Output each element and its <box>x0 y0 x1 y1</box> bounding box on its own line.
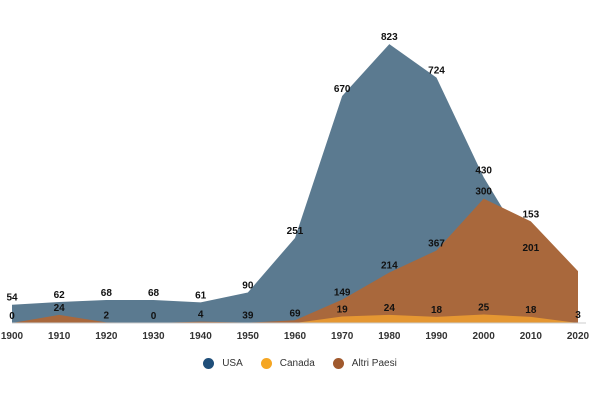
area-canada[interactable] <box>12 314 578 323</box>
legend-item-altri-paesi[interactable]: Altri Paesi <box>332 358 397 369</box>
area-altri-paesi[interactable] <box>12 198 578 323</box>
data-label-altri-paesi-2010: 153 <box>522 209 539 220</box>
data-label-usa-1960: 251 <box>287 226 304 237</box>
data-label-altri-paesi-1960: 69 <box>289 308 301 319</box>
data-label-altri-paesi-1930: 0 <box>151 311 157 322</box>
x-tick-1940: 1940 <box>190 331 213 342</box>
data-label-usa-2000: 430 <box>475 165 492 176</box>
data-label-canada-1980: 24 <box>384 303 396 314</box>
data-label-altri-paesi-1950: 39 <box>242 311 254 322</box>
data-label-usa-2010: 201 <box>522 243 539 254</box>
x-tick-1970: 1970 <box>331 331 354 342</box>
data-label-canada-1990: 18 <box>431 305 443 316</box>
data-label-altri-paesi-1940: 4 <box>198 310 204 321</box>
data-label-usa-1930: 68 <box>148 288 160 299</box>
legend-item-canada[interactable]: Canada <box>260 358 315 369</box>
x-tick-1910: 1910 <box>48 331 71 342</box>
x-tick-2000: 2000 <box>473 331 496 342</box>
legend-marker-usa <box>203 358 215 369</box>
legend-marker-altri-paesi <box>332 358 344 369</box>
legend-item-usa[interactable]: USA <box>203 358 243 369</box>
x-tick-1900: 1900 <box>1 331 24 342</box>
legend-label-canada: Canada <box>279 358 315 369</box>
x-tick-1980: 1980 <box>378 331 401 342</box>
data-label-canada-2000: 25 <box>478 303 490 314</box>
x-tick-1930: 1930 <box>142 331 165 342</box>
x-tick-1990: 1990 <box>425 331 448 342</box>
data-label-altri-paesi-1920: 2 <box>104 310 110 321</box>
legend: USA Canada Altri Paesi <box>0 358 600 369</box>
data-label-canada-1970: 19 <box>337 305 349 316</box>
legend-label-usa: USA <box>222 358 243 369</box>
data-label-usa-1990: 724 <box>428 66 445 77</box>
x-tick-1950: 1950 <box>237 331 260 342</box>
data-label-usa-1980: 823 <box>381 32 398 43</box>
data-label-usa-1940: 61 <box>195 290 207 301</box>
data-label-usa-1910: 62 <box>54 290 66 301</box>
data-label-usa-2020: 3 <box>575 310 581 321</box>
data-label-altri-paesi-1970: 149 <box>334 288 351 299</box>
data-label-usa-1970: 670 <box>334 84 351 95</box>
data-label-altri-paesi-2000: 300 <box>475 187 492 198</box>
series-areas <box>12 44 578 323</box>
data-label-altri-paesi-1910: 24 <box>54 303 66 314</box>
data-label-usa-1900: 54 <box>6 293 18 304</box>
x-tick-1960: 1960 <box>284 331 307 342</box>
data-label-canada-2010: 18 <box>525 305 537 316</box>
data-label-altri-paesi-1990: 367 <box>428 238 445 249</box>
data-label-altri-paesi-1900: 0 <box>9 311 15 322</box>
data-label-altri-paesi-1980: 214 <box>381 261 398 272</box>
data-label-usa-1950: 90 <box>242 281 254 292</box>
x-axis-ticks: 1900 1910 1920 1930 1940 1950 1960 1970 1980 1990… <box>1 331 590 342</box>
x-tick-2020: 2020 <box>567 331 590 342</box>
x-tick-1920: 1920 <box>95 331 118 342</box>
legend-label-altri-paesi: Altri Paesi <box>351 358 397 369</box>
x-tick-2010: 2010 <box>520 331 543 342</box>
data-label-usa-1920: 68 <box>101 288 113 299</box>
legend-marker-canada <box>260 358 272 369</box>
